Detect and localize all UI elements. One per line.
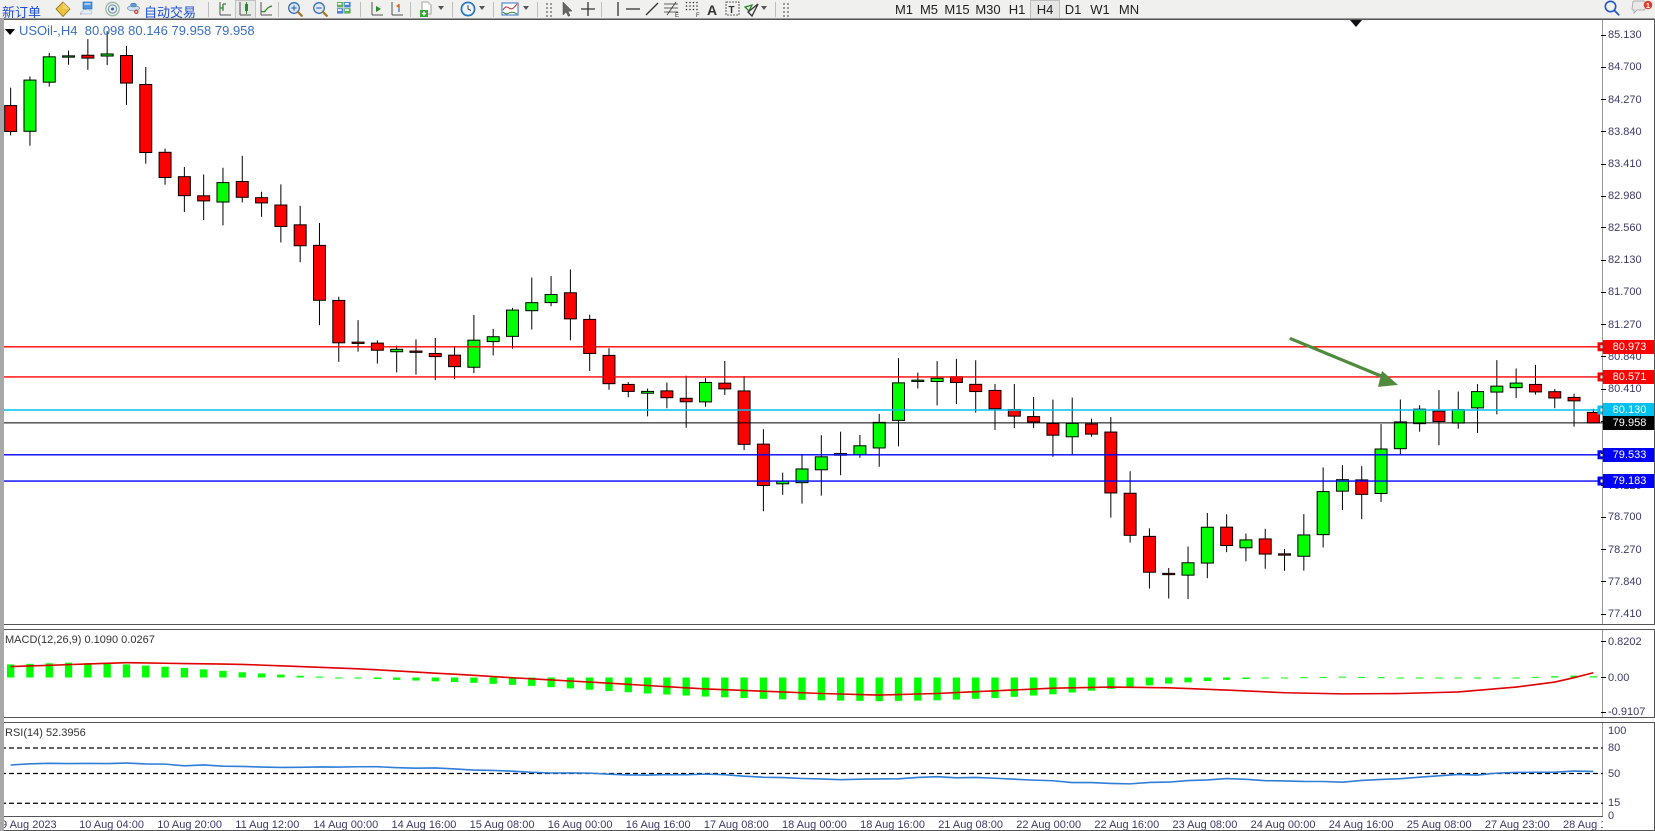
svg-text:E: E bbox=[675, 13, 679, 18]
svg-text:F: F bbox=[696, 13, 700, 18]
svg-text:T: T bbox=[729, 5, 735, 16]
svg-text:1: 1 bbox=[1646, 3, 1650, 10]
